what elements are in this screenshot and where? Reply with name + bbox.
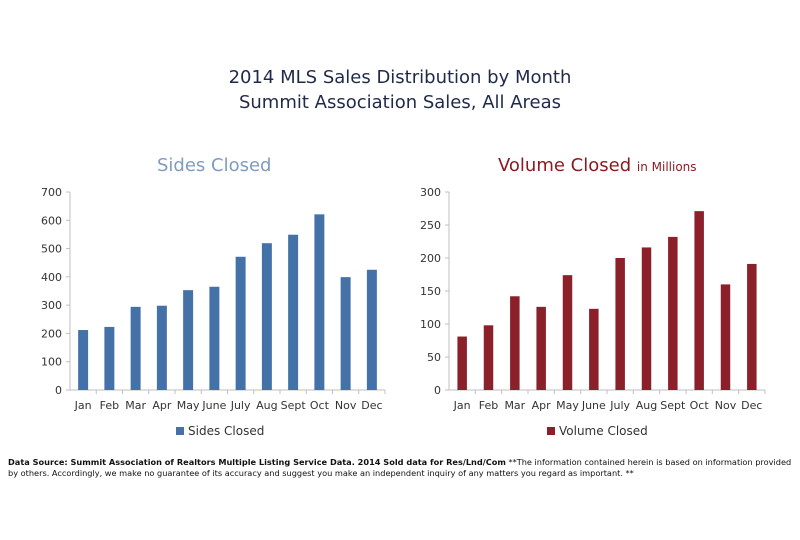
footnote: Data Source: Summit Association of Realt… <box>8 457 794 479</box>
sides-x-tick-label: Nov <box>335 399 357 412</box>
volume-chart-title: Volume Closed in Millions <box>498 154 697 179</box>
volume-bar-aug <box>641 247 652 390</box>
sides-bar-may <box>183 290 194 390</box>
volume-bar-june <box>589 308 599 390</box>
volume-y-tick-label: 100 <box>420 318 441 331</box>
volume-y-tick-label: 150 <box>420 285 441 298</box>
sides-legend-label: Sides Closed <box>188 424 264 438</box>
sides-bar-apr <box>156 305 167 390</box>
volume-y-tick-label: 0 <box>434 384 441 397</box>
volume-bar-apr <box>536 306 546 390</box>
sides-x-tick-label: Feb <box>100 399 119 412</box>
volume-bar-mar <box>510 296 520 390</box>
volume-bar-nov <box>720 284 731 390</box>
volume-x-tick-label: Sept <box>660 399 686 412</box>
volume-x-tick-label: Nov <box>715 399 737 412</box>
sides-bar-june <box>209 286 220 390</box>
volume-bar-oct <box>694 211 704 390</box>
sides-legend-swatch <box>176 427 184 435</box>
volume-bar-may <box>562 275 573 390</box>
sides-x-tick-label: Aug <box>256 399 277 412</box>
volume-x-tick-label: July <box>609 399 630 412</box>
volume-y-tick-label: 300 <box>420 186 441 199</box>
sides-bar-aug <box>261 243 272 390</box>
sides-x-tick-label: June <box>201 399 226 412</box>
sides-chart-title-text: Sides Closed <box>157 155 272 176</box>
sides-y-tick-label: 300 <box>41 299 62 312</box>
sides-x-tick-label: Apr <box>152 399 172 412</box>
main-title-line1: 2014 MLS Sales Distribution by Month <box>228 67 572 88</box>
volume-chart-subtitle: in Millions <box>636 160 697 174</box>
sides-legend: Sides Closed <box>176 424 264 438</box>
volume-x-tick-label: Aug <box>636 399 657 412</box>
sides-bar-dec <box>366 269 377 390</box>
volume-y-tick-label: 200 <box>420 252 441 265</box>
sides-bar-nov <box>340 277 351 390</box>
sides-chart-title: Sides Closed <box>157 154 272 178</box>
sides-y-tick-label: 100 <box>41 356 62 369</box>
sides-x-tick-label: July <box>230 399 251 412</box>
volume-bar-feb <box>483 325 494 390</box>
volume-y-tick-label: 250 <box>420 219 441 232</box>
main-title-line2: Summit Association Sales, All Areas <box>238 92 562 113</box>
volume-bar-july <box>615 258 625 390</box>
sides-bar-mar <box>130 306 141 390</box>
volume-x-tick-label: Jan <box>453 399 471 412</box>
sides-bar-feb <box>104 326 115 390</box>
sides-x-tick-label: Mar <box>125 399 146 412</box>
volume-x-tick-label: Feb <box>479 399 498 412</box>
sides-bar-jan <box>78 330 89 390</box>
volume-x-tick-label: Dec <box>741 399 762 412</box>
sides-bar-sept <box>288 234 299 390</box>
sides-y-tick-label: 200 <box>41 327 62 340</box>
sides-x-tick-label: May <box>177 399 200 412</box>
volume-bar-jan <box>457 336 467 390</box>
volume-legend-label: Volume Closed <box>559 424 648 438</box>
volume-x-tick-label: May <box>556 399 579 412</box>
sides-bar-july <box>235 256 246 390</box>
volume-x-tick-label: Apr <box>532 399 552 412</box>
volume-legend: Volume Closed <box>547 424 648 438</box>
volume-legend-swatch <box>547 427 555 435</box>
footnote-disclaimer: **The information contained herein is ba… <box>8 457 792 478</box>
sides-x-tick-label: Oct <box>310 399 330 412</box>
volume-y-tick-label: 50 <box>427 351 441 364</box>
sides-y-tick-label: 600 <box>41 214 62 227</box>
volume-x-tick-label: Oct <box>690 399 710 412</box>
sides-y-tick-label: 500 <box>41 243 62 256</box>
volume-x-tick-label: June <box>581 399 606 412</box>
sides-y-tick-label: 0 <box>55 384 62 397</box>
sides-y-tick-label: 400 <box>41 271 62 284</box>
sides-x-tick-label: Sept <box>281 399 307 412</box>
volume-bar-sept <box>668 236 678 390</box>
sides-x-tick-label: Jan <box>74 399 92 412</box>
sides-y-tick-label: 700 <box>41 186 62 199</box>
volume-x-tick-label: Mar <box>504 399 525 412</box>
sides-x-tick-label: Dec <box>361 399 382 412</box>
sides-bar-oct <box>314 214 325 390</box>
footnote-source: Data Source: Summit Association of Realt… <box>8 457 506 467</box>
volume-bar-dec <box>747 263 757 390</box>
volume-chart-title-text: Volume Closed <box>498 155 632 176</box>
